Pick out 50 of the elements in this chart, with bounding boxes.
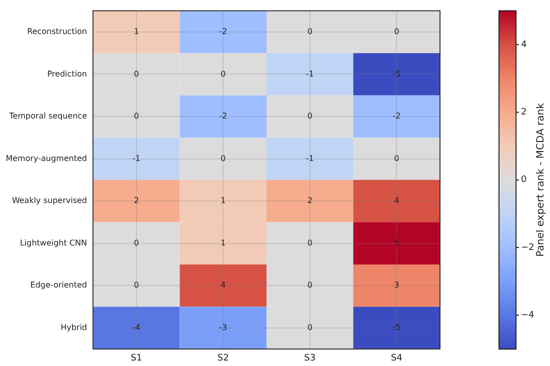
data-label: -4: [132, 322, 140, 332]
data-label: 2: [134, 196, 139, 206]
y-tick-label: Hybrid: [60, 322, 87, 332]
data-label: -2: [219, 27, 228, 36]
data-label: 0: [307, 322, 312, 332]
data-label: 0: [307, 27, 312, 36]
data-label: 0: [220, 154, 226, 163]
color-bar-label: 0: [521, 175, 527, 186]
data-label: 2: [307, 196, 312, 206]
data-label: 0: [220, 69, 226, 78]
data-label: 0: [134, 112, 139, 121]
x-tick-label: S3: [304, 354, 316, 364]
color-bar-label: 4: [521, 40, 527, 50]
y-tick-label: Memory-augmented: [6, 154, 87, 163]
data-label: 3: [394, 280, 400, 290]
data-label: 0: [134, 280, 139, 290]
data-label: -5: [392, 69, 401, 78]
data-label: 0: [307, 238, 312, 248]
data-label: 4: [220, 280, 226, 290]
data-label: 0: [394, 27, 400, 36]
data-label: -3: [219, 322, 228, 332]
x-tick-label: S2: [217, 354, 229, 364]
y-tick-label: Edge-oriented: [30, 280, 87, 290]
color-bar-label: −2: [521, 242, 534, 253]
y-tick-label: Prediction: [47, 69, 87, 78]
data-label: -2: [219, 112, 228, 121]
data-label: 0: [134, 69, 139, 78]
y-tick-label: Weakly supervised: [12, 196, 87, 206]
data-label: -1: [306, 69, 314, 78]
data-label: 0: [394, 154, 400, 163]
color-bar-title: Panel expert rank - MCDA rank: [536, 102, 547, 257]
data-label: 0: [307, 112, 312, 121]
data-label: 1: [220, 196, 226, 206]
color-bar-label: −4: [521, 310, 535, 321]
color-bar-label: 2: [521, 108, 527, 118]
data-label: -1: [306, 154, 314, 163]
data-label: 1: [134, 27, 139, 36]
x-tick-label: S4: [390, 354, 403, 364]
data-label: 5: [394, 238, 400, 248]
data-label: -1: [132, 154, 140, 163]
data-label: 1: [220, 238, 226, 248]
x-tick-label: S1: [130, 354, 142, 364]
data-label: 4: [394, 196, 400, 206]
data-label: 0: [134, 238, 139, 248]
y-tick-label: Reconstruction: [27, 27, 87, 36]
data-label: -5: [392, 322, 401, 332]
y-tick-label: Lightweight CNN: [20, 238, 88, 248]
data-label: 0: [307, 280, 312, 290]
data-label: -2: [392, 112, 401, 121]
y-tick-label: Temporal sequence: [8, 112, 88, 121]
